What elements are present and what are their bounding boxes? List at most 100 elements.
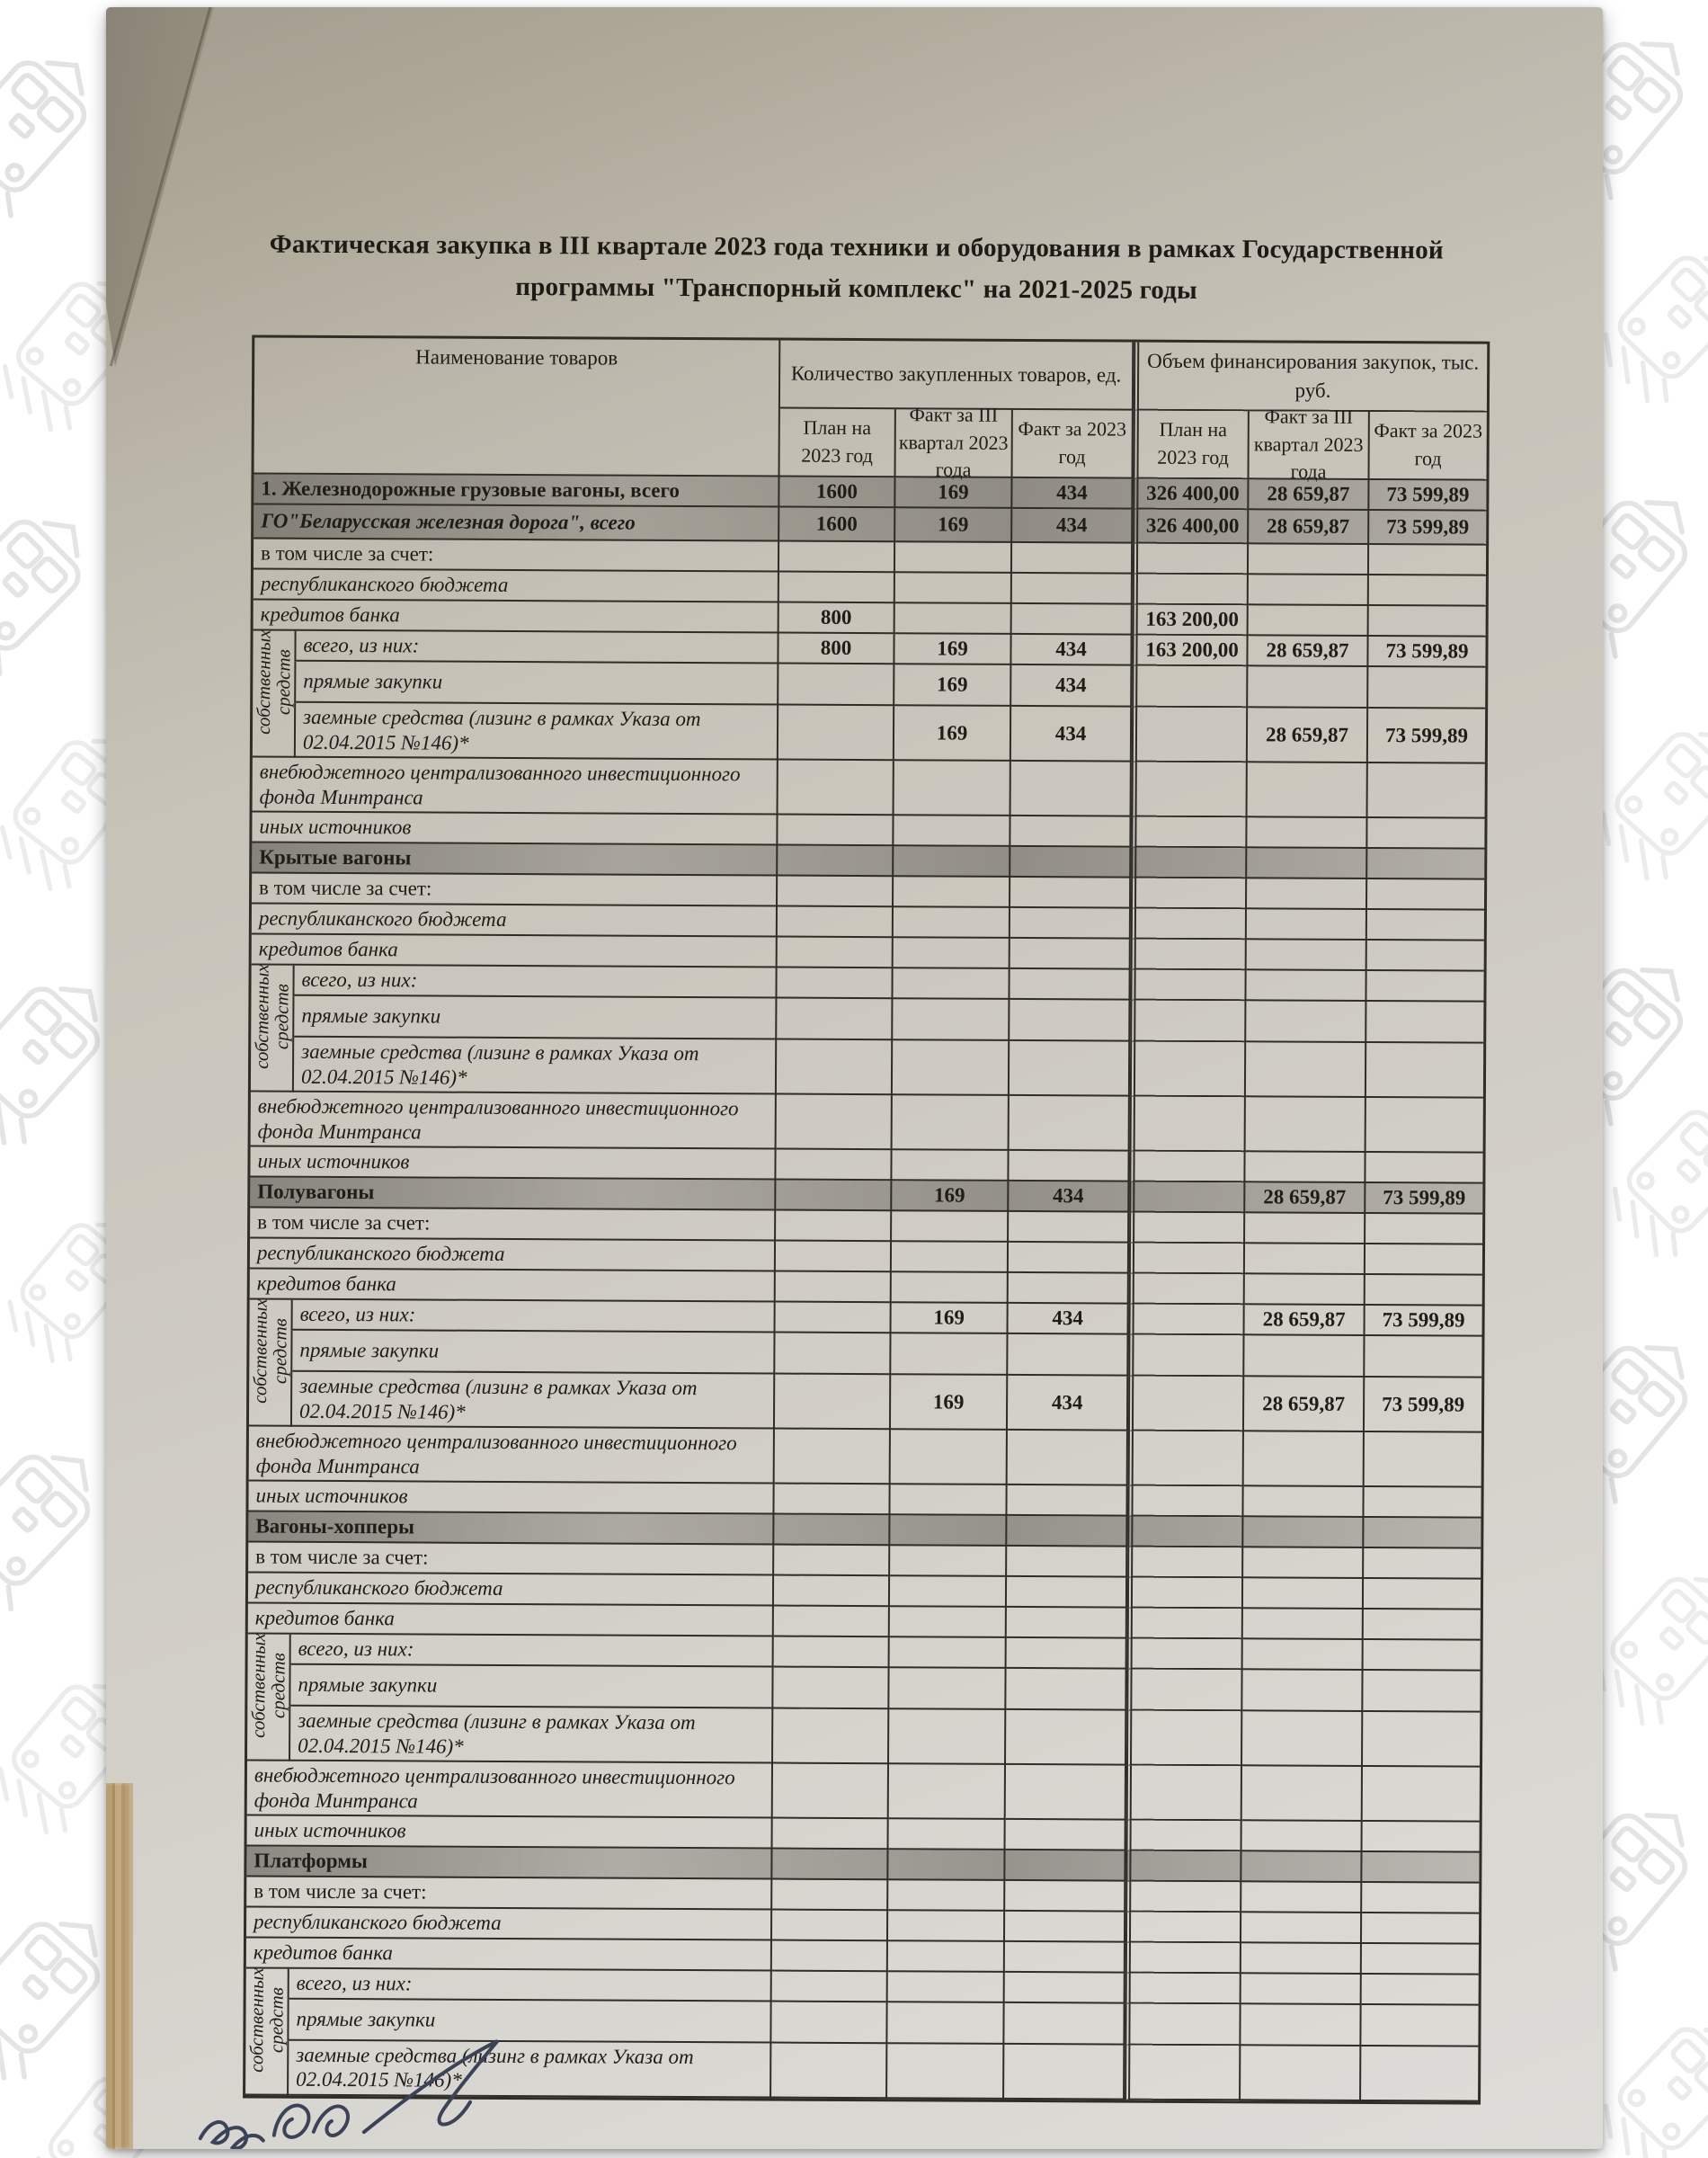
group-label-strip: [250, 1037, 295, 1092]
cell: [1247, 817, 1368, 849]
cell: [1130, 908, 1247, 941]
table-row: внебюджетного централизованного инвестиц…: [246, 1761, 1480, 1823]
cell: [1006, 1576, 1128, 1609]
cell: [1008, 1272, 1129, 1305]
cell: [1127, 1431, 1244, 1487]
cell: [1366, 878, 1485, 911]
cell: [1011, 542, 1134, 575]
cell: [773, 1606, 890, 1638]
cell: [1368, 575, 1486, 607]
cell: 169: [890, 1375, 1009, 1431]
cell: [894, 761, 1011, 817]
cell: [1127, 1376, 1245, 1432]
cell: [1241, 1882, 1363, 1913]
cell: [1247, 762, 1368, 819]
table-row: заемные средства (лизинг в рамках Указа …: [247, 1706, 1481, 1768]
cell: [891, 1242, 1010, 1273]
cell: 28 659,87: [1245, 1182, 1366, 1214]
cell: 163 200,00: [1132, 635, 1249, 667]
row-label: республиканского бюджета: [253, 569, 779, 603]
row-label: внебюджетного централизованного инвестиц…: [250, 1092, 777, 1150]
cell: [1243, 1431, 1365, 1488]
cell: [1129, 1096, 1246, 1153]
row-label: кредитов банка: [251, 934, 778, 968]
cell: 169: [895, 477, 1013, 509]
group-label-strip: собственных средств: [253, 629, 297, 735]
cell: 28 659,87: [1244, 1305, 1366, 1336]
cell: [1247, 848, 1368, 879]
cell: [1006, 1709, 1127, 1766]
cell: 73 599,89: [1365, 1305, 1482, 1337]
cell: [772, 1849, 889, 1881]
cell: [1246, 878, 1368, 910]
table-row: заемные средства (лизинг в рамках Указа …: [252, 702, 1486, 764]
cell: 73 599,89: [1367, 708, 1486, 764]
header-subcols-row: План на 2023 год Факт за III квартал 202…: [779, 403, 1487, 483]
row-label: в том числе за счет:: [252, 873, 778, 907]
cell: [1365, 1244, 1483, 1276]
cell: [774, 1545, 891, 1577]
cell: 73 599,89: [1369, 479, 1487, 512]
cell: [777, 906, 894, 939]
cell: [1368, 666, 1486, 709]
table-row: внебюджетного централизованного инвестиц…: [252, 757, 1485, 820]
cell: [1010, 999, 1131, 1042]
cell: [771, 1910, 889, 1942]
cell: [891, 1272, 1009, 1304]
cell: [889, 1637, 1007, 1669]
col-header-fact-year-qty: Факт за 2023 год: [1012, 409, 1134, 479]
cell: [1011, 603, 1133, 636]
cell: [1006, 1637, 1127, 1670]
cell: [1125, 1912, 1242, 1944]
row-label: всего, из них:: [290, 1634, 774, 1668]
row-label: 1. Железнодорожные грузовые вагоны, всег…: [254, 474, 780, 508]
document-title: Фактическая закупка в III квартале 2023 …: [269, 229, 1444, 306]
cell: [887, 2002, 1005, 2045]
procurement-table: Наименование товаров Количество закуплен…: [243, 334, 1490, 2105]
cell: [1131, 816, 1248, 849]
cell: [1362, 1822, 1480, 1853]
cell: [1246, 970, 1367, 1002]
cell: [1245, 1213, 1366, 1244]
cell: [1132, 574, 1249, 606]
cell: [1007, 1515, 1128, 1547]
row-label: иных источников: [250, 1146, 777, 1181]
row-label: Полувагоны: [250, 1177, 777, 1211]
row-label: прямые закупки: [296, 661, 779, 706]
row-label: Вагоны-хопперы: [248, 1511, 775, 1546]
table-row: собственных средств прямые закупки 169 434: [253, 629, 1486, 735]
table-header: Наименование товаров Количество закуплен…: [254, 337, 1488, 483]
cell: [1241, 1943, 1362, 1975]
cell: 434: [1012, 477, 1134, 510]
cell: 73 599,89: [1364, 1377, 1482, 1433]
cell: [1128, 1243, 1246, 1275]
cell: [894, 542, 1013, 574]
cell: [894, 573, 1012, 604]
cell: 28 659,87: [1249, 479, 1370, 511]
cell: [1129, 1182, 1246, 1214]
row-label: кредитов банка: [245, 1938, 772, 1972]
row-label: иных источников: [246, 1815, 773, 1850]
cell: [1241, 1711, 1364, 1768]
cell: [1004, 2044, 1125, 2100]
table-row: внебюджетного централизованного инвестиц…: [248, 1426, 1481, 1488]
cell: [893, 938, 1010, 969]
cell: [892, 1095, 1010, 1152]
cell: [1248, 575, 1369, 606]
cell: [778, 664, 895, 707]
cell: [1007, 1546, 1128, 1578]
cell: [1131, 707, 1249, 763]
cell: [1010, 816, 1132, 848]
cell: [1365, 1274, 1482, 1306]
cell: [890, 1515, 1008, 1547]
row-label: иных источников: [248, 1481, 775, 1515]
cell: [1132, 543, 1250, 575]
handwritten-signature: [198, 2039, 499, 2149]
cell: [1005, 1764, 1127, 1821]
row-label: в том числе за счет:: [246, 1877, 773, 1911]
cell: 434: [1011, 634, 1133, 666]
cell: [777, 968, 894, 1000]
cell: [1009, 1096, 1130, 1152]
group-label-strip: [252, 702, 297, 758]
